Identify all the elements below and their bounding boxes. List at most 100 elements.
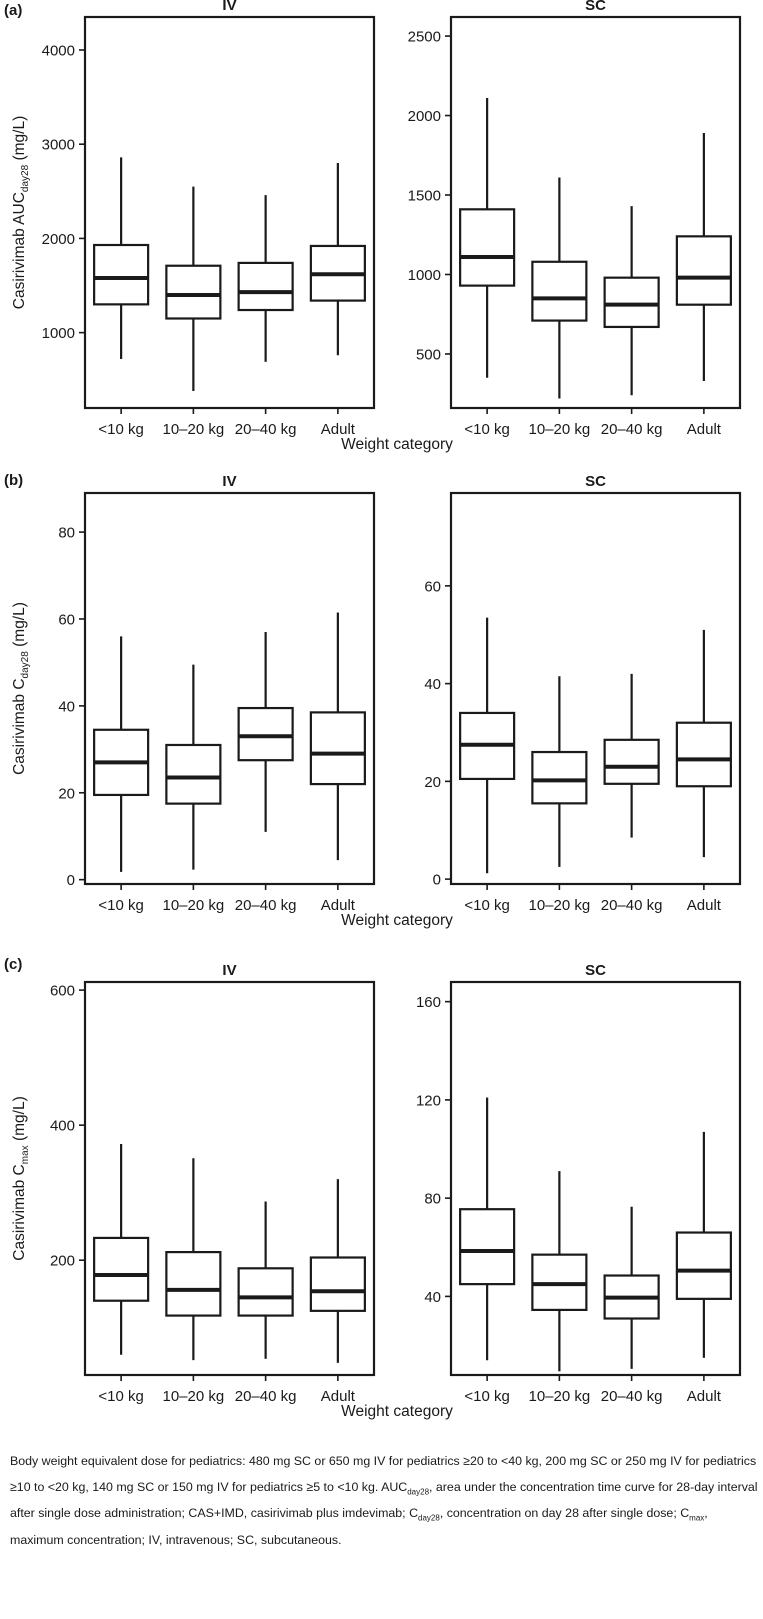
- iqr-box: [237, 706, 294, 762]
- x-tick-label: 10–20 kg: [529, 421, 591, 438]
- iqr-box: [309, 711, 366, 786]
- box-4: [675, 1131, 732, 1358]
- y-tick-label: 2000: [408, 108, 441, 125]
- y-tick-label: 0: [67, 872, 75, 889]
- y-tick-label: 40: [424, 1289, 441, 1306]
- box-4: [309, 163, 366, 356]
- box-3: [237, 632, 294, 832]
- x-tick-label: Adult: [321, 1388, 356, 1405]
- box-1: [93, 636, 150, 872]
- x-tick-label: <10 kg: [464, 897, 509, 914]
- iqr-box: [675, 1231, 732, 1300]
- y-tick-label: 160: [416, 994, 441, 1011]
- chart-panel-c-iv: IV (c) Weight category Casirivimab Cmax (mg…: [4, 956, 453, 1420]
- panel-label: (c): [4, 956, 22, 973]
- iqr-box: [459, 1208, 516, 1286]
- x-tick-label: 10–20 kg: [163, 897, 225, 914]
- iqr-box: [165, 743, 222, 805]
- panel-title: SC: [585, 962, 606, 979]
- x-tick-label: 10–20 kg: [163, 421, 225, 438]
- y-tick-label: 80: [424, 1191, 441, 1208]
- x-tick-label: 20–40 kg: [235, 897, 297, 914]
- y-tick-label: 200: [50, 1253, 75, 1270]
- x-tick-label: Adult: [321, 897, 356, 914]
- x-tick-label: Adult: [687, 1388, 722, 1405]
- y-tick-label: 1000: [408, 267, 441, 284]
- y-tick-label: 3000: [42, 137, 75, 154]
- chart-panel-b-iv: IV (b) Weight category Casirivimab Cday28 (…: [4, 472, 453, 929]
- y-tick-label: 1000: [42, 325, 75, 342]
- box-3: [603, 1206, 660, 1369]
- y-axis-title: Casirivimab AUCday28 (mg/L): [11, 116, 31, 309]
- plot-frame: [449, 980, 742, 1377]
- iqr-box: [309, 1256, 366, 1312]
- box-4: [309, 612, 366, 861]
- iqr-box: [93, 1236, 150, 1302]
- y-axis-title: Casirivimab Cday28 (mg/L): [11, 602, 31, 775]
- box-4: [675, 133, 732, 381]
- plot-frame: [83, 980, 376, 1377]
- x-tick-label: 20–40 kg: [601, 897, 663, 914]
- y-tick-label: 60: [58, 611, 75, 628]
- y-tick-label: 600: [50, 983, 75, 1000]
- box-1: [93, 1144, 150, 1355]
- y-tick-label: 1500: [408, 188, 441, 205]
- caption-subscript-2: day28: [418, 1513, 440, 1523]
- box-3: [237, 195, 294, 362]
- panel-title: SC: [585, 473, 606, 490]
- box-1: [459, 98, 516, 378]
- x-tick-label: 20–40 kg: [601, 1388, 663, 1405]
- plot-frame: [449, 15, 742, 410]
- box-4: [675, 629, 732, 858]
- caption-text-3: , concentration on day 28 after single d…: [439, 1506, 690, 1521]
- box-2: [531, 676, 588, 867]
- x-tick-label: Adult: [321, 421, 356, 438]
- box-2: [531, 177, 588, 399]
- x-axis-title: Weight category: [341, 1403, 453, 1420]
- figure-caption: Body weight equivalent dose for pediatri…: [10, 1448, 758, 1553]
- x-tick-label: 20–40 kg: [601, 421, 663, 438]
- panel-title: IV: [222, 962, 236, 979]
- box-3: [237, 1201, 294, 1359]
- chart-panel-b-sc: SC 0 20 40 60 <10 kg 10–20 kg 20–40 kg Adult: [424, 473, 742, 914]
- iqr-box: [237, 1267, 294, 1317]
- plot-frame: [449, 491, 742, 886]
- plot-frame: [83, 15, 376, 410]
- x-tick-label: <10 kg: [98, 421, 143, 438]
- caption-subscript-3: max: [689, 1513, 705, 1523]
- box-4: [309, 1179, 366, 1363]
- y-tick-label: 2000: [42, 231, 75, 248]
- panel-title: SC: [585, 0, 606, 14]
- box-1: [459, 617, 516, 874]
- iqr-box: [459, 208, 516, 287]
- iqr-box: [531, 750, 588, 805]
- x-tick-label: <10 kg: [464, 1388, 509, 1405]
- caption-text-4: , maximum concentration; IV, intravenous…: [10, 1506, 708, 1547]
- box-3: [603, 206, 660, 396]
- box-2: [165, 664, 222, 870]
- x-tick-label: 10–20 kg: [529, 897, 591, 914]
- box-2: [165, 186, 222, 392]
- y-tick-label: 20: [58, 785, 75, 802]
- x-tick-label: 10–20 kg: [529, 1388, 591, 1405]
- x-tick-label: Adult: [687, 421, 722, 438]
- iqr-box: [237, 261, 294, 312]
- x-axis-title: Weight category: [341, 436, 453, 453]
- iqr-box: [603, 738, 660, 785]
- iqr-box: [531, 260, 588, 322]
- y-tick-label: 80: [58, 525, 75, 542]
- box-2: [165, 1158, 222, 1361]
- iqr-box: [165, 1251, 222, 1317]
- x-tick-label: 10–20 kg: [163, 1388, 225, 1405]
- y-tick-label: 40: [58, 698, 75, 715]
- caption-text-1: Body weight equivalent dose for pediatri…: [10, 1454, 757, 1495]
- caption-text-2: , area under the concentration time curv…: [10, 1480, 758, 1521]
- iqr-box: [675, 721, 732, 788]
- panel-label: (b): [4, 472, 23, 489]
- y-tick-label: 4000: [42, 42, 75, 59]
- x-tick-label: 20–40 kg: [235, 421, 297, 438]
- x-tick-label: <10 kg: [464, 421, 509, 438]
- panel-title: IV: [222, 473, 236, 490]
- box-plot-figure: IV (a) Weight category Casirivimab AUCday28…: [4, 0, 742, 1420]
- iqr-box: [165, 264, 222, 320]
